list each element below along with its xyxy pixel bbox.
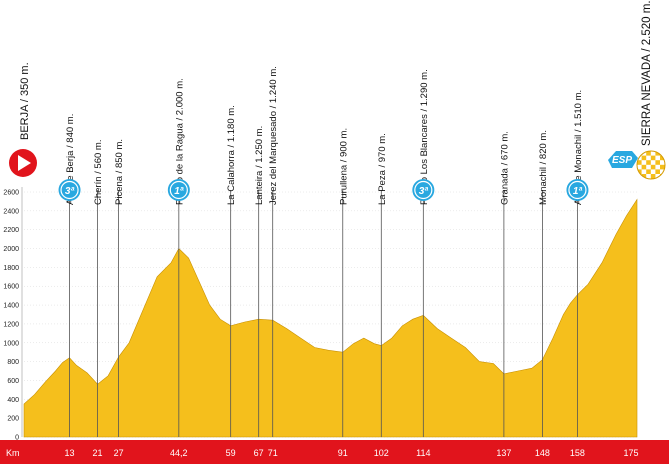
waypoint-label: Granada / 670 m. <box>499 131 510 205</box>
start-marker <box>9 149 37 177</box>
km-axis-label: Km <box>6 448 20 458</box>
special-category-badge <box>608 151 638 168</box>
km-label: 71 <box>268 448 278 458</box>
climb-badge-icon: 3ª <box>412 179 435 201</box>
km-label: 148 <box>535 448 550 458</box>
y-tick-label: 0 <box>15 435 19 442</box>
start-label: BERJA / 350 m. <box>19 62 31 140</box>
waypoint-label: Puerto Los Blancares / 1.290 m. <box>419 69 430 205</box>
climb-badge-icon: 1ª <box>566 179 589 201</box>
climb-category-badges: 3ª 1ª 3ª 1ª <box>58 179 589 201</box>
y-tick-label: 2000 <box>3 246 19 253</box>
special-category-label: ESP <box>612 155 632 166</box>
waypoint-label: Picena / 850 m. <box>114 139 125 205</box>
waypoint-label: Purullena / 900 m. <box>338 128 349 205</box>
y-tick-label: 2400 <box>3 208 19 215</box>
y-tick-label: 1000 <box>3 340 19 347</box>
finish-flag-icon <box>636 150 666 180</box>
finish-marker: ESP <box>608 150 666 180</box>
km-label: 137 <box>496 448 511 458</box>
start-arrow-icon <box>18 155 31 171</box>
km-label: 102 <box>374 448 389 458</box>
km-label: 59 <box>226 448 236 458</box>
km-label: 91 <box>338 448 348 458</box>
y-tick-label: 2600 <box>3 190 19 197</box>
km-end-label: 175 <box>623 448 638 458</box>
y-tick-label: 1600 <box>3 284 19 291</box>
km-label: 21 <box>93 448 103 458</box>
climb-category-label: 1ª <box>174 186 184 197</box>
waypoint-label: Cherín / 560 m. <box>93 140 104 205</box>
km-labels: 13 21 27 44,2 59 67 71 91 102 114 137 148 158 175 <box>65 448 639 458</box>
waypoint-labels: Alto de Berja / 840 m. Cherín / 560 m. Pic… <box>65 66 584 205</box>
km-bar <box>0 440 669 464</box>
waypoint-lines <box>69 190 578 437</box>
waypoint-label: Puerto de la Ragua / 2.000 m. <box>174 78 185 205</box>
y-tick-label: 1400 <box>3 303 19 310</box>
km-label: 158 <box>570 448 585 458</box>
waypoint-label: Alto de Berja / 840 m. <box>65 114 76 205</box>
y-tick-label: 400 <box>7 397 19 404</box>
y-tick-label: 200 <box>7 416 19 423</box>
waypoint-label: Lanteira / 1.250 m. <box>254 126 265 205</box>
y-tick-label: 800 <box>7 359 19 366</box>
y-tick-label: 1800 <box>3 265 19 272</box>
elevation-profile-area <box>23 198 638 438</box>
elevation-axis: 0 200 400 600 800 1000 1200 1400 1600 1800 2000 220… <box>3 187 23 442</box>
climb-category-label: 1ª <box>573 186 583 197</box>
y-tick-label: 2200 <box>3 227 19 234</box>
km-label: 67 <box>254 448 264 458</box>
climb-category-label: 3ª <box>65 186 75 197</box>
waypoint-label: La Peza / 970 m. <box>377 133 388 205</box>
km-label: 44,2 <box>170 448 188 458</box>
y-tick-label: 1200 <box>3 321 19 328</box>
climb-category-label: 3ª <box>419 186 429 197</box>
climb-badge-icon: 1ª <box>167 179 190 201</box>
km-label: 13 <box>65 448 75 458</box>
waypoint-label: Jerez del Marquesado / 1.240 m. <box>268 66 279 205</box>
waypoint-label: Monachil / 820 m. <box>538 130 549 205</box>
km-label: 27 <box>114 448 124 458</box>
finish-label: SIERRA NEVADA / 2.520 m. <box>641 0 653 146</box>
climb-badge-icon: 3ª <box>58 179 81 201</box>
waypoint-label: Alto de Monachil / 1.510 m. <box>573 90 584 205</box>
waypoint-label: La Calahorra / 1.180 m. <box>226 105 237 205</box>
y-tick-label: 600 <box>7 378 19 385</box>
km-label: 114 <box>416 448 430 458</box>
